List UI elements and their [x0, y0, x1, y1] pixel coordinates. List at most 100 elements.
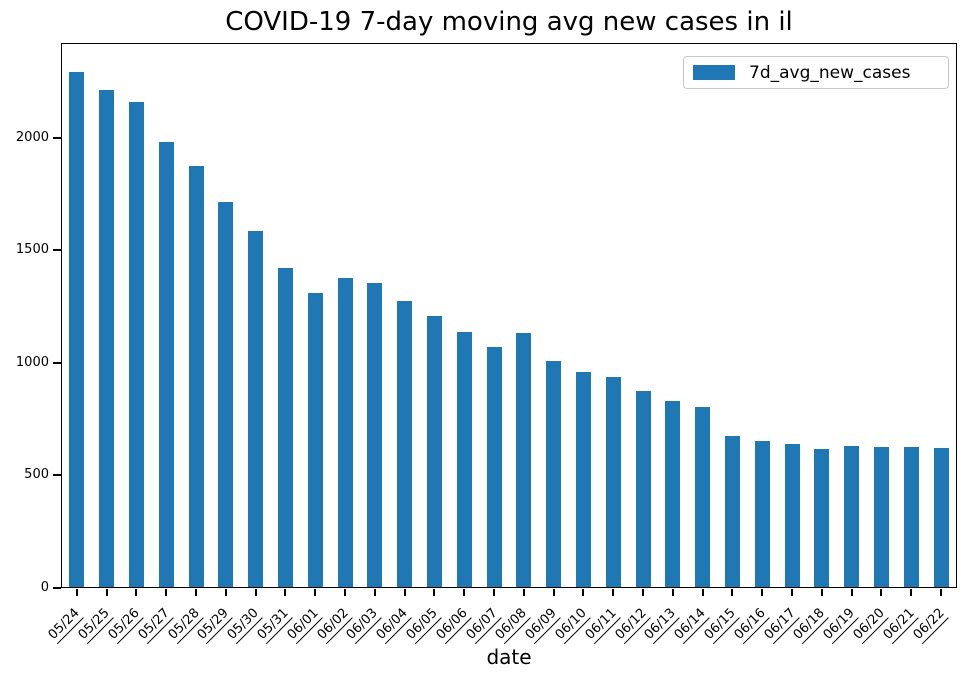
bar-slot: 05/27 — [135, 44, 181, 645]
x-tick-label: 06/05 — [403, 605, 443, 645]
x-tick-mark — [195, 589, 198, 596]
x-tick-label: 05/27 — [135, 605, 174, 645]
bar-slot: 06/16 — [731, 44, 777, 645]
x-tick-label: 06/13 — [641, 605, 681, 645]
y-tick-mark — [53, 587, 61, 589]
bar — [128, 101, 144, 587]
x-tick-label: 06/04 — [373, 605, 413, 645]
bar-slot: 06/22 — [910, 44, 956, 645]
bar — [307, 292, 323, 587]
x-tick-label: 05/25 — [75, 605, 115, 645]
bar-slot: 06/15 — [702, 44, 748, 645]
x-tick-mark — [254, 589, 257, 596]
x-tick-label: 06/21 — [880, 605, 919, 645]
bar-slot: 06/17 — [761, 44, 807, 645]
bar — [784, 443, 800, 587]
x-tick-mark — [582, 589, 585, 596]
bar-slot: 06/07 — [463, 44, 509, 645]
bar-slot: 06/06 — [433, 44, 479, 645]
x-tick-label: 06/12 — [612, 605, 651, 645]
bars-container: 05/24 05/25 05/26 05/27 05/28 05/29 05/30 05/31… — [46, 44, 956, 645]
bar — [99, 90, 115, 587]
bar — [754, 441, 770, 587]
x-tick-mark — [165, 589, 168, 596]
bar — [426, 315, 442, 587]
bar-slot: 06/11 — [582, 44, 628, 645]
bar — [695, 406, 711, 587]
y-tick-label: 0 — [40, 580, 49, 595]
bar-slot: 06/09 — [523, 44, 569, 645]
x-tick-label: 06/17 — [761, 605, 800, 645]
x-tick-mark — [463, 589, 466, 596]
x-tick-mark — [522, 589, 525, 596]
x-tick-label: 06/11 — [582, 605, 621, 645]
x-tick-label: 06/02 — [314, 605, 353, 645]
x-tick-label: 05/30 — [224, 605, 264, 645]
x-tick-label: 06/20 — [850, 605, 890, 645]
x-tick-label: 06/06 — [433, 605, 472, 645]
y-tick-label: 1500 — [15, 242, 49, 258]
bar-slot: 05/28 — [165, 44, 211, 645]
legend-swatch — [693, 65, 735, 80]
bar — [903, 446, 919, 587]
bar-slot: 05/29 — [195, 44, 241, 645]
x-tick-label: 06/16 — [731, 605, 770, 645]
x-tick-mark — [344, 589, 347, 596]
x-tick-mark — [493, 589, 496, 596]
x-tick-label: 06/07 — [463, 605, 502, 645]
bar — [277, 268, 293, 587]
x-tick-label: 06/09 — [522, 605, 562, 645]
x-tick-mark — [75, 589, 78, 596]
bar — [635, 390, 651, 587]
y-tick-label: 2000 — [15, 129, 49, 145]
bar — [218, 202, 234, 587]
x-tick-label: 06/03 — [344, 605, 383, 645]
bar-slot: 06/02 — [314, 44, 360, 645]
bar — [575, 371, 591, 587]
x-tick-mark — [224, 589, 227, 596]
x-tick-mark — [791, 589, 794, 596]
x-tick-mark — [642, 589, 645, 596]
bar-slot: 06/19 — [821, 44, 867, 645]
x-tick-mark — [701, 589, 704, 596]
bar-slot: 06/14 — [672, 44, 718, 645]
x-tick-label: 06/15 — [701, 605, 741, 645]
plot-area: 05/24 05/25 05/26 05/27 05/28 05/29 05/30 05/31… — [46, 43, 957, 645]
x-tick-mark — [433, 589, 436, 596]
bar-slot: 06/21 — [880, 44, 926, 645]
x-tick-mark — [761, 589, 764, 596]
bar-slot: 06/18 — [791, 44, 837, 645]
y-tick-mark — [53, 136, 61, 139]
y-tick-mark — [53, 361, 61, 364]
x-tick-label: 05/29 — [195, 605, 234, 645]
bar-slot: 06/10 — [553, 44, 599, 645]
bar — [397, 301, 413, 587]
x-axis-label: date — [486, 645, 532, 669]
x-tick-mark — [314, 589, 317, 596]
bar — [873, 446, 889, 587]
x-tick-label: 06/18 — [790, 605, 830, 645]
bar-slot: 05/25 — [76, 44, 122, 645]
x-tick-mark — [552, 589, 555, 596]
bar-slot: 06/04 — [374, 44, 420, 645]
x-tick-mark — [731, 589, 734, 596]
y-tick-label: 1000 — [15, 354, 49, 370]
x-tick-label: 05/31 — [254, 605, 294, 645]
bar-slot: 05/31 — [255, 44, 301, 645]
x-tick-mark — [910, 589, 913, 596]
bar — [605, 377, 621, 587]
bar-slot: 05/30 — [225, 44, 271, 645]
x-tick-label: 06/08 — [492, 605, 532, 645]
x-tick-mark — [671, 589, 674, 596]
x-tick-label: 05/28 — [165, 605, 204, 645]
legend: 7d_avg_new_cases — [683, 56, 949, 89]
legend-label: 7d_avg_new_cases — [749, 62, 911, 83]
bar-slot: 05/24 — [46, 44, 92, 645]
x-tick-label: 06/14 — [671, 605, 711, 645]
x-tick-label: 06/19 — [820, 605, 860, 645]
bar — [486, 347, 502, 587]
bar — [814, 449, 830, 587]
bar-slot: 06/13 — [642, 44, 688, 645]
bar — [844, 445, 860, 587]
